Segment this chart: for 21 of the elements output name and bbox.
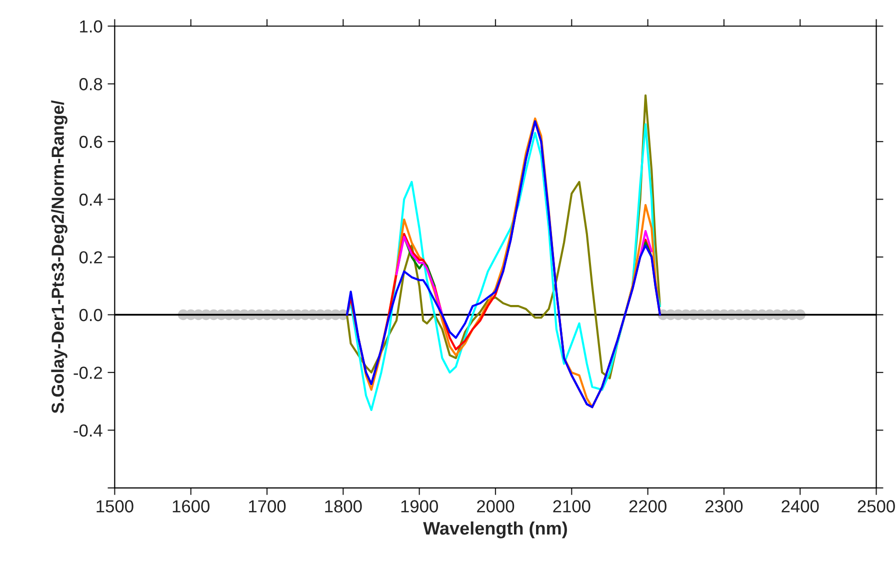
x-tick-label: 2100 (553, 500, 590, 512)
x-tick-label: 2400 (782, 500, 819, 512)
x-axis-title: Wavelength (nm) (423, 521, 567, 538)
x-tick-label: 2200 (629, 500, 666, 512)
x-tick-label: 1800 (325, 500, 362, 512)
y-tick-label: 0.2 (79, 251, 102, 264)
y-tick-label: 0.6 (79, 136, 102, 148)
x-tick-label: 1700 (249, 500, 286, 512)
y-tick-label: 0.8 (79, 78, 102, 90)
y-tick-label: 0.4 (79, 193, 102, 206)
y-tick-label: 0.0 (79, 308, 102, 322)
y-tick-label: 1.0 (80, 20, 102, 33)
x-tick-label: 2000 (477, 500, 514, 512)
y-tick-label: -0.4 (74, 424, 102, 437)
x-tick-label: 2300 (706, 500, 743, 512)
x-tick-label: 1900 (401, 500, 438, 512)
y-tick-label: -0.2 (74, 366, 102, 379)
y-axis-title: S.Golay-Der1-Pts3-Deg2/Norm-Range/ (51, 100, 68, 414)
x-tick-label: 2500 (858, 500, 895, 512)
x-tick-label: 1500 (96, 500, 134, 512)
x-tick-label: 1600 (172, 500, 210, 512)
